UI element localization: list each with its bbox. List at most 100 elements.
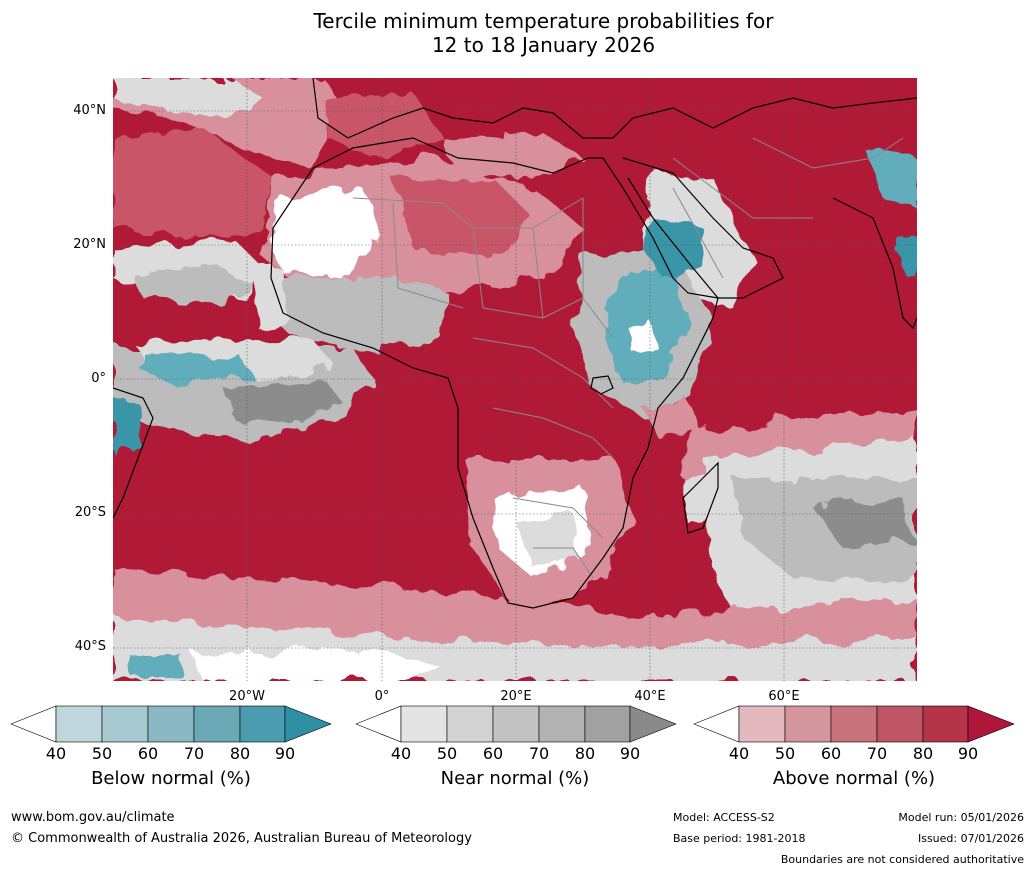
colorbar-near-title: Near normal (%) — [440, 768, 590, 789]
map-svg — [113, 78, 917, 681]
footer-model-run: Model run: 05/01/2026 — [898, 811, 1024, 824]
madagascar-coast — [682, 461, 719, 534]
lon-label-20w: 20°W — [229, 689, 265, 704]
colorbar-near-seg-4 — [538, 705, 586, 743]
equatorial-atlantic-below — [143, 353, 253, 383]
footer-copyright: © Commonwealth of Australia 2026, Austra… — [11, 831, 472, 846]
colorbar-above-seg-3 — [830, 705, 878, 743]
north-atlantic-near-zone — [113, 78, 263, 118]
near-tick-40: 40 — [390, 744, 412, 763]
above-tick-60: 60 — [820, 744, 842, 763]
title-line-1: Tercile minimum temperature probabilitie… — [313, 9, 774, 33]
sahara-mid-zone — [393, 178, 533, 258]
title-line-2: 12 to 18 January 2026 — [431, 33, 656, 57]
lon-label-40e: 40°E — [634, 689, 666, 704]
footer-disclaimer: Boundaries are not considered authoritat… — [780, 853, 1024, 866]
below-tick-40: 40 — [45, 744, 67, 763]
arabia-below-zone — [643, 218, 703, 278]
above-tick-80: 80 — [912, 744, 934, 763]
colorbar-below-svg — [10, 705, 332, 743]
europe-coast — [312, 78, 634, 139]
southern-ocean-white — [193, 648, 443, 681]
brazil-below-zone — [113, 398, 143, 453]
colorbar-near-seg-1 — [400, 705, 448, 743]
colorbar-below-seg-3 — [147, 705, 195, 743]
near-tick-60: 60 — [482, 744, 504, 763]
colorbar-near — [355, 705, 677, 743]
lat-label-0: 0° — [91, 371, 106, 386]
near-tick-70: 70 — [528, 744, 550, 763]
east-africa-below-zone — [603, 268, 688, 378]
colorbar-above — [693, 705, 1015, 743]
colorbar-near-seg-6 — [629, 705, 677, 743]
above-tick-40: 40 — [728, 744, 750, 763]
india-below-zone — [863, 148, 917, 208]
above-tick-50: 50 — [774, 744, 796, 763]
colorbar-near-seg-5 — [584, 705, 631, 743]
north-africa-mid-patch — [323, 93, 443, 158]
colorbar-below-seg-2 — [101, 705, 149, 743]
below-tick-60: 60 — [137, 744, 159, 763]
colorbar-above-seg-2 — [784, 705, 832, 743]
below-tick-80: 80 — [229, 744, 251, 763]
mozambique-light-patch — [643, 398, 698, 438]
colorbar-above-seg-4 — [876, 705, 924, 743]
atlantic-near-band-2 — [133, 268, 253, 303]
near-tick-50: 50 — [436, 744, 458, 763]
sahel-near-zone — [263, 278, 453, 353]
lon-label-0: 0° — [374, 689, 390, 704]
india-coast — [832, 197, 917, 330]
sahara-white-zone — [268, 188, 383, 278]
footer-model: Model: ACCESS-S2 — [673, 811, 775, 824]
colorbar-near-seg-3 — [492, 705, 540, 743]
colorbar-above-seg-6 — [967, 705, 1015, 743]
europe-coast-2 — [632, 97, 917, 129]
colorbar-above-seg-0 — [693, 705, 740, 743]
sahel-near-light — [253, 268, 288, 328]
below-tick-50: 50 — [91, 744, 113, 763]
colorbar-above-svg — [693, 705, 1015, 743]
coastlines — [113, 78, 917, 609]
graticule — [113, 78, 917, 681]
ethiopia-white-patch — [628, 323, 658, 353]
lat-label-20n: 20°N — [73, 237, 106, 252]
below-tick-90: 90 — [274, 744, 296, 763]
colorbar-below — [10, 705, 332, 743]
atlantic-above-mid — [113, 128, 273, 238]
colorbar-below-seg-4 — [193, 705, 241, 743]
colorbar-below-seg-1 — [55, 705, 103, 743]
arabia-coast — [622, 157, 784, 299]
above-tick-70: 70 — [866, 744, 888, 763]
colorbar-above-seg-5 — [922, 705, 969, 743]
lat-label-40n: 40°N — [73, 103, 106, 118]
colorbar-below-seg-6 — [284, 705, 332, 743]
lake-victoria — [590, 375, 614, 395]
country-borders — [352, 137, 904, 579]
colorbar-above-seg-1 — [738, 705, 786, 743]
southern-africa-near — [513, 513, 578, 568]
africa-coast — [270, 137, 719, 609]
lon-label-60e: 60°E — [768, 689, 800, 704]
equatorial-atlantic-dark — [223, 378, 343, 423]
footer-base-period: Base period: 1981-2018 — [673, 832, 806, 845]
colorbar-below-title: Below normal (%) — [91, 768, 251, 789]
colorbar-near-seg-2 — [446, 705, 494, 743]
india-below-zone-2 — [898, 233, 917, 278]
near-tick-90: 90 — [619, 744, 641, 763]
above-tick-90: 90 — [957, 744, 979, 763]
south-indian-near-dark — [813, 498, 913, 548]
southern-ocean-below — [133, 656, 183, 678]
brazil-coast — [113, 387, 154, 519]
mediterranean-light-patch — [443, 133, 583, 178]
map-title: Tercile minimum temperature probabilitie… — [0, 9, 1035, 57]
colorbar-below-seg-5 — [239, 705, 286, 743]
colorbar-near-svg — [355, 705, 677, 743]
footer-issued: Issued: 07/01/2026 — [917, 832, 1024, 845]
colorbar-near-seg-0 — [355, 705, 402, 743]
colorbar-below-seg-0 — [10, 705, 57, 743]
colorbar-above-title: Above normal (%) — [772, 768, 936, 789]
lat-label-20s: 20°S — [74, 505, 106, 520]
below-tick-70: 70 — [183, 744, 205, 763]
probability-map — [113, 78, 917, 681]
footer-website-link[interactable]: www.bom.gov.au/climate — [11, 810, 175, 825]
